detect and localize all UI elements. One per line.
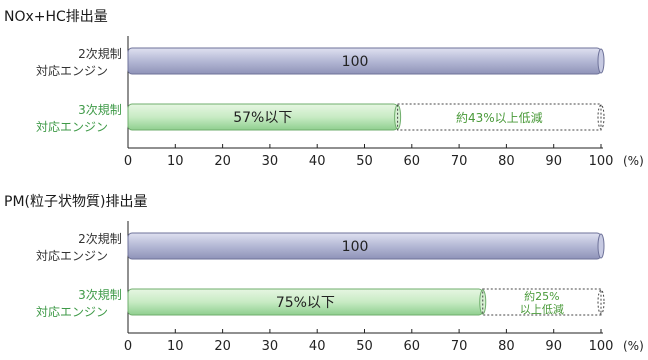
x-tick-label: 40 (309, 339, 326, 354)
reduction-segment (397, 103, 602, 131)
x-tick-label: 60 (404, 154, 421, 169)
category-label: 3次規制 (78, 102, 122, 117)
x-tick-label: 80 (498, 339, 515, 354)
category-label: 2次規制 (78, 231, 122, 246)
chart-pm: PM(粒子状物質)排出量 0 10 20 30 40 50 60 70 80 90 100 (%) 2次… (0, 185, 648, 360)
data-label: 100 (342, 54, 369, 70)
x-tick-label: 100 (589, 154, 614, 169)
category-label: 2次規制 (78, 46, 122, 61)
x-tick-label: 70 (451, 154, 468, 169)
x-tick-label: 0 (124, 339, 132, 354)
category-label: 対応エンジン (36, 120, 108, 134)
category-label: 対応エンジン (36, 249, 108, 263)
x-unit-label: (%) (623, 154, 644, 168)
category-label: 対応エンジン (36, 305, 108, 319)
x-tick-label: 50 (356, 154, 373, 169)
bar-end-cap (597, 233, 605, 259)
data-label: 57%以下 (233, 110, 292, 126)
x-tick-label: 30 (262, 339, 279, 354)
category-label: 3次規制 (78, 287, 122, 302)
bar-end-cap (479, 289, 487, 315)
x-tick-label: 0 (124, 154, 132, 169)
chart-nox-hc: NOx+HC排出量 0 10 20 30 40 50 60 70 80 90 100 (%) 2次規制対… (0, 0, 648, 175)
x-tick-label: 60 (404, 339, 421, 354)
x-tick-label: 80 (498, 154, 515, 169)
x-tick-label: 90 (545, 154, 562, 169)
category-label: 対応エンジン (36, 64, 108, 78)
reduction-label: 約25% (524, 289, 559, 303)
x-tick-label: 10 (167, 339, 184, 354)
x-tick-label: 100 (589, 339, 614, 354)
x-tick-label: 90 (545, 339, 562, 354)
reduction-label: 約43%以上低減 (456, 110, 543, 125)
data-label: 100 (342, 239, 369, 255)
data-label: 75%以下 (276, 295, 335, 311)
x-tick-label: 30 (262, 154, 279, 169)
reduction-end-cap (597, 289, 605, 315)
x-tick-label: 20 (214, 154, 231, 169)
x-tick-label: 40 (309, 154, 326, 169)
x-unit-label: (%) (623, 339, 644, 353)
bar-end-cap (597, 48, 605, 74)
chart-title: PM(粒子状物質)排出量 (4, 194, 148, 210)
chart-title: NOx+HC排出量 (4, 9, 108, 25)
chart-svg: 0 10 20 30 40 50 60 70 80 90 100 (%)2次規制対応エンジン3次規制対… (36, 36, 644, 169)
reduction-label: 以上低減 (520, 302, 564, 316)
x-tick-label: 20 (214, 339, 231, 354)
chart-svg: 0 10 20 30 40 50 60 70 80 90 100 (%)2次規制対応エンジン3次規制対… (36, 221, 644, 354)
reduction-end-cap (597, 104, 605, 130)
x-tick-label: 70 (451, 339, 468, 354)
x-tick-label: 10 (167, 154, 184, 169)
x-tick-label: 50 (356, 339, 373, 354)
